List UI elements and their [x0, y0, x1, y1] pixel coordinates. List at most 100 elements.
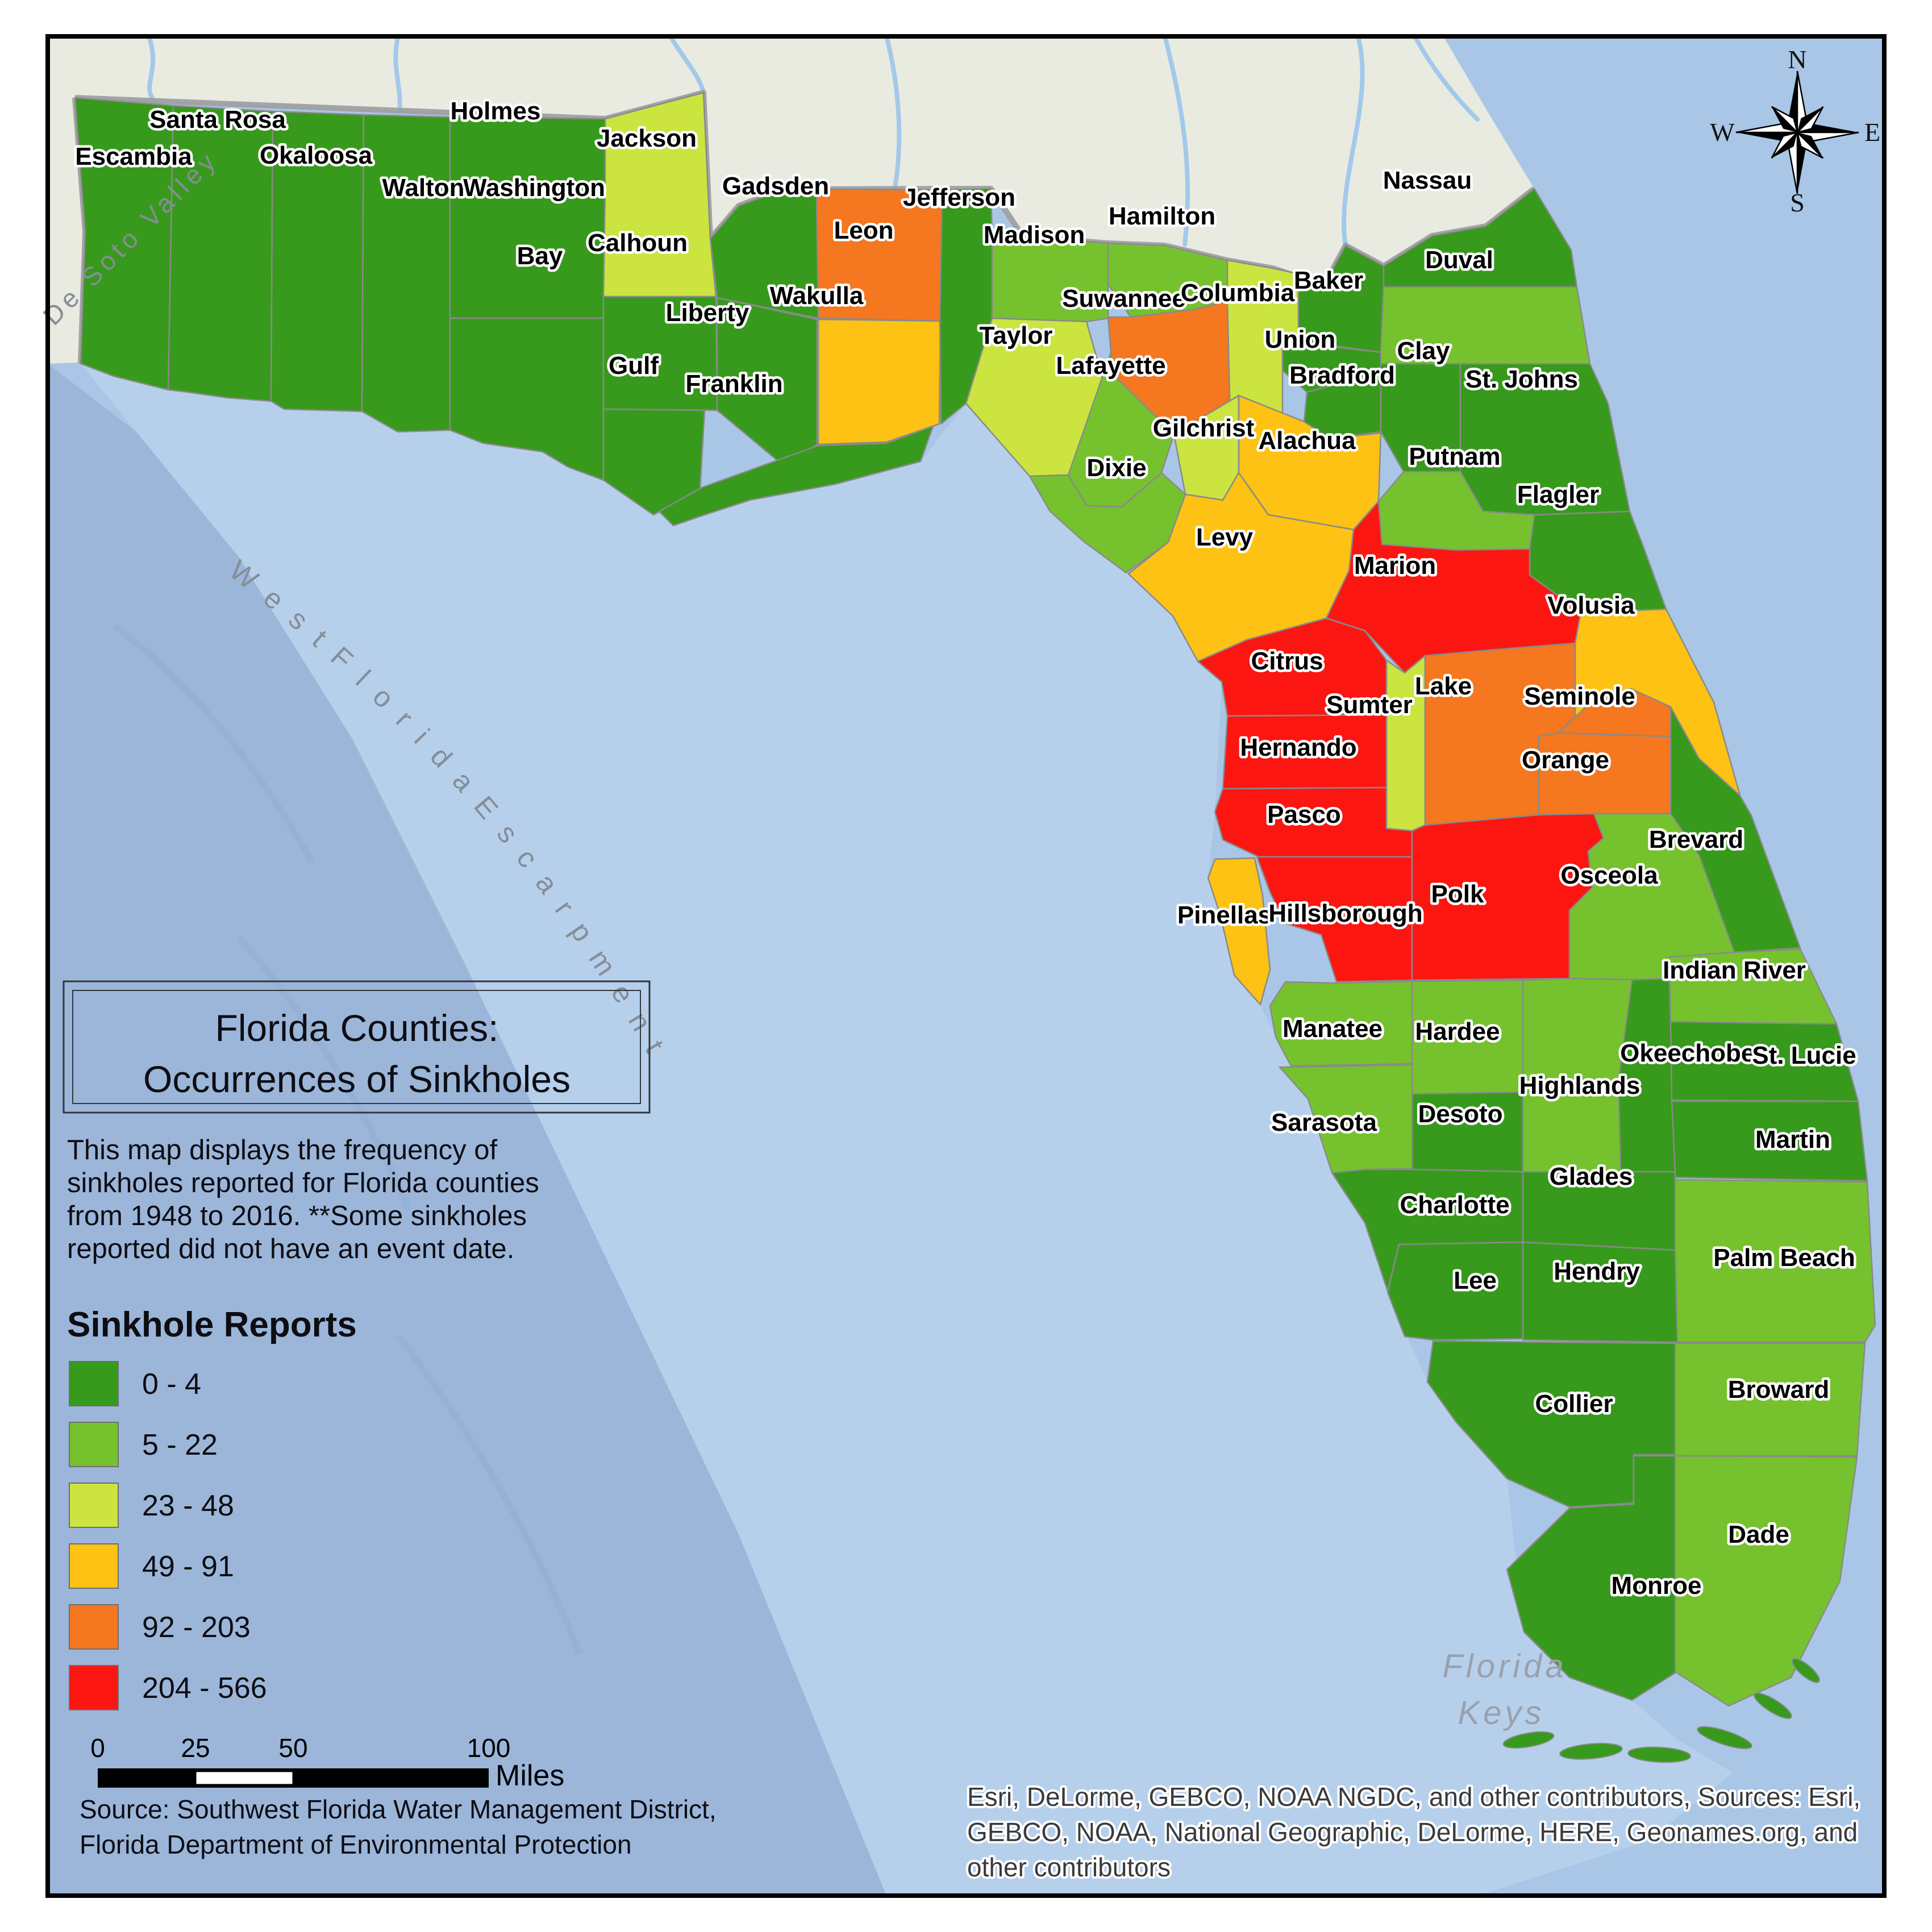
- scale-tick: 0: [90, 1733, 105, 1763]
- county-label-gadsden: Gadsden: [722, 172, 829, 200]
- compass-rose-icon: [1735, 70, 1859, 194]
- attribution-line: other contributors: [967, 1852, 1171, 1882]
- legend-swatch-5-22: [69, 1422, 119, 1467]
- county-label-escambia: Escambia: [75, 143, 192, 170]
- florida-keys-label-2: Keys: [1458, 1694, 1545, 1731]
- county-label-dade: Dade: [1728, 1521, 1789, 1548]
- county-label-lafayette: Lafayette: [1056, 352, 1165, 380]
- county-label-hernando: Hernando: [1240, 734, 1356, 761]
- compass-letter-N: N: [1788, 45, 1806, 74]
- county-label-st-lucie: St. Lucie: [1752, 1042, 1856, 1069]
- legend-swatch-23-48: [69, 1483, 119, 1528]
- county-wakulla: [817, 318, 942, 445]
- county-label-gulf: Gulf: [609, 352, 659, 380]
- county-label-walton: Walton: [382, 174, 465, 202]
- county-label-monroe: Monroe: [1612, 1572, 1702, 1600]
- county-label-pinellas: Pinellas: [1177, 901, 1272, 929]
- county-label-charlotte: Charlotte: [1400, 1191, 1509, 1219]
- county-label-orange: Orange: [1522, 746, 1609, 774]
- county-franklin: [658, 425, 934, 527]
- map-title-line2: Occurrences of Sinkholes: [143, 1058, 571, 1100]
- county-label-madison: Madison: [984, 221, 1085, 249]
- bathymetry-ridges: [111, 622, 583, 1655]
- description-line: This map displays the frequency of: [67, 1135, 498, 1165]
- county-label-wakulla: Wakulla: [770, 282, 864, 310]
- county-label-franklin: Franklin: [685, 370, 782, 398]
- county-jackson: [602, 91, 717, 298]
- legend-label-5-22: 5 - 22: [142, 1429, 218, 1462]
- county-label-gilchrist: Gilchrist: [1153, 414, 1255, 442]
- county-label-union: Union: [1265, 326, 1336, 353]
- description-line: sinkholes reported for Florida counties: [67, 1168, 539, 1198]
- scale-tick: 100: [467, 1733, 511, 1763]
- county-label-sarasota: Sarasota: [1271, 1109, 1377, 1136]
- county-polygons: [74, 91, 1876, 1707]
- county-label-highlands: Highlands: [1519, 1072, 1640, 1100]
- county-label-brevard: Brevard: [1649, 826, 1743, 853]
- basemap-attribution: Esri, DeLorme, GEBCO, NOAA NGDC, and oth…: [965, 1780, 1863, 1884]
- county-label-st-johns: St. Johns: [1465, 365, 1578, 393]
- county-label-dixie: Dixie: [1086, 454, 1146, 482]
- county-label-bradford: Bradford: [1289, 361, 1395, 389]
- county-label-jefferson: Jefferson: [903, 184, 1015, 211]
- ocean-shelf-region: [81, 364, 1733, 1896]
- county-label-baker: Baker: [1294, 267, 1363, 294]
- county-label-hillsborough: Hillsborough: [1268, 900, 1422, 927]
- county-label-polk: Polk: [1431, 880, 1484, 908]
- county-label-washington: Washington: [463, 174, 605, 202]
- county-label-citrus: Citrus: [1251, 647, 1323, 675]
- county-label-taylor: Taylor: [980, 322, 1053, 349]
- county-label-glades: Glades: [1550, 1163, 1633, 1190]
- county-label-holmes: Holmes: [451, 97, 541, 125]
- county-label-indian-river: Indian River: [1663, 956, 1806, 984]
- source-line: Florida Department of Environmental Prot…: [80, 1830, 632, 1859]
- attribution-line: Esri, DeLorme, GEBCO, NOAA NGDC, and oth…: [967, 1782, 1860, 1812]
- county-label-flagler: Flagler: [1517, 481, 1599, 509]
- county-nassau: [1383, 188, 1578, 288]
- source-credit: Source: Southwest Florida Water Manageme…: [80, 1794, 717, 1859]
- county-label-putnam: Putnam: [1409, 443, 1500, 470]
- river-lines: [147, 34, 1480, 248]
- county-label-lake: Lake: [1415, 672, 1472, 700]
- description-line: from 1948 to 2016. **Some sinkholes: [67, 1201, 527, 1231]
- legend-label-92-203: 92 - 203: [142, 1611, 251, 1644]
- legend-swatch-92-203: [69, 1604, 119, 1650]
- legend-label-23-48: 23 - 48: [142, 1489, 234, 1522]
- county-martin: [1671, 1100, 1868, 1182]
- scale-tick: 50: [278, 1733, 307, 1763]
- legend-swatch-49-91: [69, 1543, 119, 1589]
- county-label-columbia: Columbia: [1181, 279, 1295, 307]
- florida-keys-islets: [1502, 1658, 1820, 1763]
- county-hendry: [1522, 1241, 1679, 1343]
- title-box: Florida Counties: Occurrences of Sinkhol…: [63, 980, 651, 1114]
- county-label-broward: Broward: [1728, 1376, 1829, 1404]
- county-label-marion: Marion: [1354, 552, 1436, 580]
- legend-label-0-4: 0 - 4: [142, 1368, 201, 1401]
- county-label-lee: Lee: [1454, 1267, 1497, 1294]
- map-frame: [45, 34, 1887, 1898]
- county-walton: [361, 114, 451, 433]
- legend-swatch-204-566: [69, 1665, 119, 1710]
- description-line: reported did not have an event date.: [67, 1234, 514, 1264]
- county-label-desoto: Desoto: [1418, 1100, 1502, 1128]
- county-label-osceola: Osceola: [1560, 861, 1658, 889]
- county-label-levy: Levy: [1196, 523, 1254, 551]
- map-description: This map displays the frequency of sinkh…: [67, 1135, 539, 1264]
- scale-bar-white: [194, 1770, 294, 1786]
- county-label-alachua: Alachua: [1258, 427, 1356, 455]
- compass-letter-E: E: [1864, 118, 1880, 147]
- county-label-manatee: Manatee: [1283, 1015, 1383, 1043]
- county-label-calhoun: Calhoun: [588, 229, 688, 257]
- neighbor-land: [48, 36, 1534, 364]
- county-label-okaloosa: Okaloosa: [260, 141, 373, 169]
- county-labels: Escambia Santa Rosa Okaloosa Walton Holmes Wa…: [73, 95, 1859, 1602]
- compass-letter-S: S: [1790, 188, 1805, 217]
- county-manatee: [1269, 980, 1413, 1067]
- county-label-duval: Duval: [1425, 246, 1493, 274]
- county-label-santa-rosa: Santa Rosa: [149, 106, 286, 134]
- county-pinellas: [1207, 857, 1271, 1006]
- county-monroe: [1506, 1455, 1676, 1701]
- county-label-hamilton: Hamilton: [1109, 202, 1215, 230]
- county-label-sumter: Sumter: [1326, 691, 1413, 719]
